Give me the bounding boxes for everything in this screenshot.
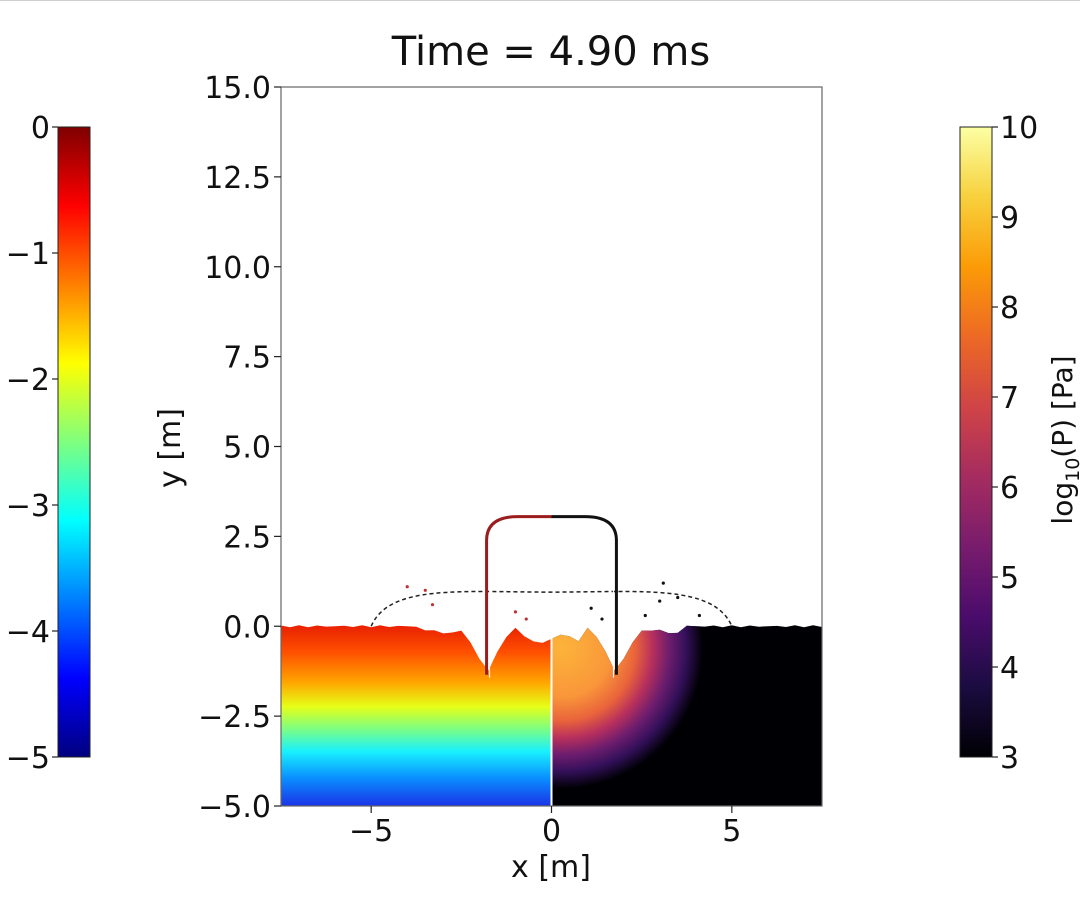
y-tick-label: 2.5 — [223, 520, 271, 555]
dome-left-half — [485, 515, 552, 675]
x-tick-label: 0 — [542, 814, 561, 849]
debris-point — [643, 613, 647, 618]
y-tick-label: 12.5 — [204, 161, 271, 196]
debris-point — [423, 588, 427, 592]
left-colorbar-ticks: 0 −1 −2 −3 −4 −5 — [6, 111, 58, 776]
colorbar-tick-label: −5 — [6, 741, 50, 776]
left-field — [281, 625, 552, 806]
y-axis-label: y [m] — [153, 408, 188, 488]
debris-point — [589, 606, 593, 610]
pressure-wave — [551, 625, 703, 789]
debris-point — [513, 610, 518, 614]
colorbar-tick-label: −1 — [6, 237, 50, 272]
y-tick-label: 10.0 — [204, 251, 271, 286]
left-colorbar — [57, 126, 91, 758]
x-axis-ticks: −5 0 5 — [349, 806, 741, 849]
colorbar-tick-label: −3 — [6, 489, 50, 524]
y-tick-label: 7.5 — [223, 341, 271, 376]
colorbar-tick-label: 9 — [1000, 201, 1019, 236]
colorbar-tick-label: 7 — [1000, 381, 1019, 416]
debris-point — [697, 613, 701, 618]
dome-left-half-inner — [489, 519, 555, 678]
right-colorbar-ticks: 10 9 8 7 6 5 4 3 — [992, 111, 1038, 776]
debris-point — [658, 599, 662, 603]
colorbar-tick-label: 3 — [1000, 741, 1019, 776]
colorbar-tick-label: −4 — [6, 615, 50, 650]
dome-right-half — [551, 515, 618, 675]
y-tick-label: 0.0 — [223, 610, 271, 645]
y-tick-label: 5.0 — [223, 431, 271, 466]
dome-right-half-inner — [548, 519, 614, 678]
y-tick-label: −5.0 — [198, 790, 271, 825]
debris-point — [430, 603, 435, 607]
colorbar-tick-label: 6 — [1000, 471, 1019, 506]
y-tick-label: 15.0 — [204, 71, 271, 106]
right-colorbar-label: log10(P) [Pa] — [1046, 355, 1080, 524]
y-axis-ticks: 15.0 12.5 10.0 7.5 5.0 2.5 0.0 −2.5 −5.0 — [198, 71, 281, 825]
debris-point — [661, 581, 665, 585]
x-tick-label: 5 — [722, 814, 741, 849]
debris-point — [600, 617, 604, 621]
debris-point — [524, 617, 528, 621]
pressure-halo — [551, 625, 703, 789]
colorbar-tick-label: −2 — [6, 363, 50, 398]
x-tick-label: −5 — [349, 814, 393, 849]
plot-area — [281, 515, 822, 806]
chart-title: Time = 4.90 ms — [391, 29, 710, 75]
colorbar-tick-label: 4 — [1000, 651, 1019, 686]
colorbar-tick-label: 10 — [1000, 111, 1038, 146]
colorbar-tick-label: 5 — [1000, 561, 1019, 596]
colorbar-tick-label: 0 — [31, 111, 50, 146]
y-tick-label: −2.5 — [198, 700, 271, 735]
left-ground-field — [281, 625, 552, 806]
top-border — [0, 0, 1080, 1]
x-axis-label: x [m] — [511, 850, 591, 885]
debris-point — [676, 595, 680, 600]
right-colorbar — [959, 126, 993, 758]
colorbar-tick-label: 8 — [1000, 291, 1019, 326]
debris-point — [405, 585, 409, 589]
right-field — [551, 625, 822, 806]
shock-front-arc — [370, 590, 733, 627]
